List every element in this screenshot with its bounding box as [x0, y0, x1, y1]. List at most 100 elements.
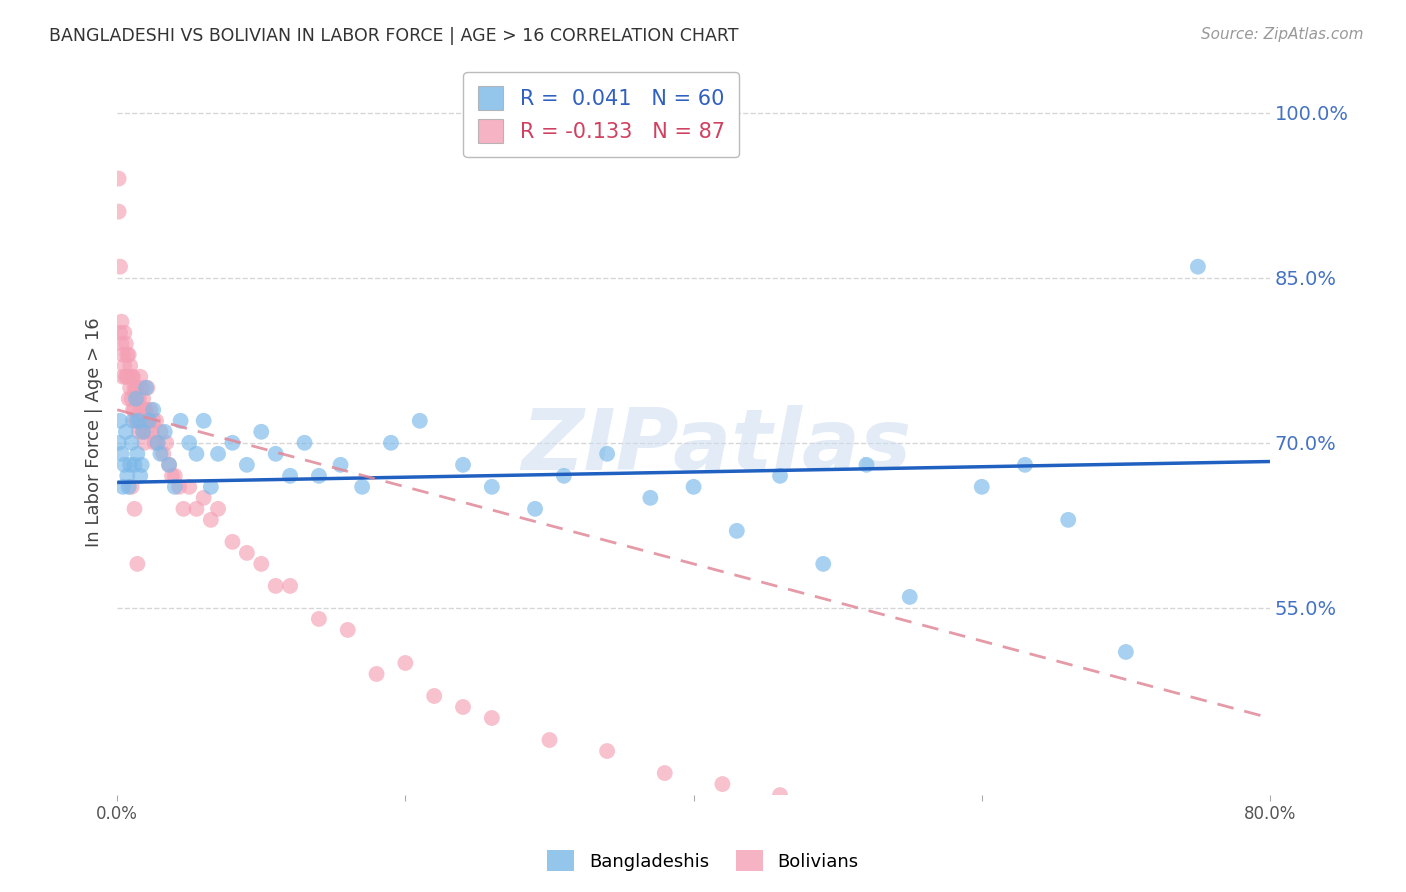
- Point: [131, 381, 153, 395]
- Point: [186, 501, 208, 516]
- Point: [122, 402, 145, 417]
- Point: [132, 425, 155, 439]
- Point: [336, 623, 359, 637]
- Point: [481, 711, 503, 725]
- Point: [131, 414, 153, 428]
- Text: ZIPatlas: ZIPatlas: [522, 405, 911, 488]
- Point: [1057, 513, 1080, 527]
- Point: [110, 447, 132, 461]
- Point: [451, 700, 474, 714]
- Point: [481, 480, 503, 494]
- Point: [108, 414, 131, 428]
- Point: [250, 425, 273, 439]
- Point: [111, 480, 134, 494]
- Point: [769, 788, 792, 802]
- Point: [155, 435, 177, 450]
- Point: [169, 414, 191, 428]
- Point: [380, 435, 402, 450]
- Point: [294, 435, 316, 450]
- Point: [596, 744, 619, 758]
- Point: [121, 369, 143, 384]
- Point: [152, 447, 174, 461]
- Point: [129, 468, 152, 483]
- Point: [409, 414, 432, 428]
- Point: [138, 414, 160, 428]
- Point: [127, 392, 149, 406]
- Point: [125, 392, 148, 406]
- Point: [124, 402, 146, 417]
- Point: [884, 810, 907, 824]
- Point: [538, 733, 561, 747]
- Point: [122, 414, 145, 428]
- Point: [1000, 821, 1022, 835]
- Point: [118, 392, 141, 406]
- Point: [149, 447, 172, 461]
- Point: [143, 435, 166, 450]
- Point: [128, 392, 150, 406]
- Point: [1115, 832, 1137, 847]
- Point: [394, 656, 416, 670]
- Point: [149, 425, 172, 439]
- Point: [163, 468, 186, 483]
- Point: [108, 260, 131, 274]
- Point: [132, 425, 155, 439]
- Point: [970, 480, 993, 494]
- Point: [125, 414, 148, 428]
- Point: [128, 425, 150, 439]
- Point: [145, 414, 167, 428]
- Legend: Bangladeshis, Bolivians: Bangladeshis, Bolivians: [540, 843, 866, 879]
- Point: [138, 414, 160, 428]
- Point: [120, 359, 142, 373]
- Point: [172, 501, 194, 516]
- Point: [124, 458, 146, 472]
- Point: [1014, 458, 1036, 472]
- Point: [124, 501, 146, 516]
- Point: [179, 435, 201, 450]
- Point: [118, 480, 141, 494]
- Point: [129, 402, 152, 417]
- Point: [127, 447, 149, 461]
- Y-axis label: In Labor Force | Age > 16: In Labor Force | Age > 16: [86, 317, 103, 547]
- Point: [1115, 645, 1137, 659]
- Point: [451, 458, 474, 472]
- Point: [524, 501, 547, 516]
- Point: [553, 468, 575, 483]
- Point: [236, 458, 259, 472]
- Point: [146, 435, 169, 450]
- Point: [131, 458, 153, 472]
- Point: [264, 579, 287, 593]
- Point: [236, 546, 259, 560]
- Point: [596, 447, 619, 461]
- Point: [163, 480, 186, 494]
- Point: [134, 435, 156, 450]
- Point: [135, 425, 157, 439]
- Point: [107, 204, 129, 219]
- Point: [1187, 260, 1209, 274]
- Point: [423, 689, 446, 703]
- Point: [121, 435, 143, 450]
- Point: [179, 480, 201, 494]
- Text: BANGLADESHI VS BOLIVIAN IN LABOR FORCE | AGE > 16 CORRELATION CHART: BANGLADESHI VS BOLIVIAN IN LABOR FORCE |…: [49, 27, 738, 45]
- Point: [278, 579, 301, 593]
- Point: [329, 458, 352, 472]
- Point: [120, 458, 142, 472]
- Point: [127, 557, 149, 571]
- Point: [769, 468, 792, 483]
- Point: [125, 381, 148, 395]
- Point: [352, 480, 374, 494]
- Point: [110, 336, 132, 351]
- Point: [167, 480, 190, 494]
- Point: [110, 315, 132, 329]
- Point: [308, 612, 330, 626]
- Point: [366, 667, 388, 681]
- Point: [132, 392, 155, 406]
- Point: [308, 468, 330, 483]
- Point: [153, 425, 176, 439]
- Point: [207, 447, 229, 461]
- Point: [813, 557, 835, 571]
- Point: [640, 491, 662, 505]
- Point: [117, 468, 139, 483]
- Point: [142, 414, 165, 428]
- Point: [207, 501, 229, 516]
- Point: [711, 777, 734, 791]
